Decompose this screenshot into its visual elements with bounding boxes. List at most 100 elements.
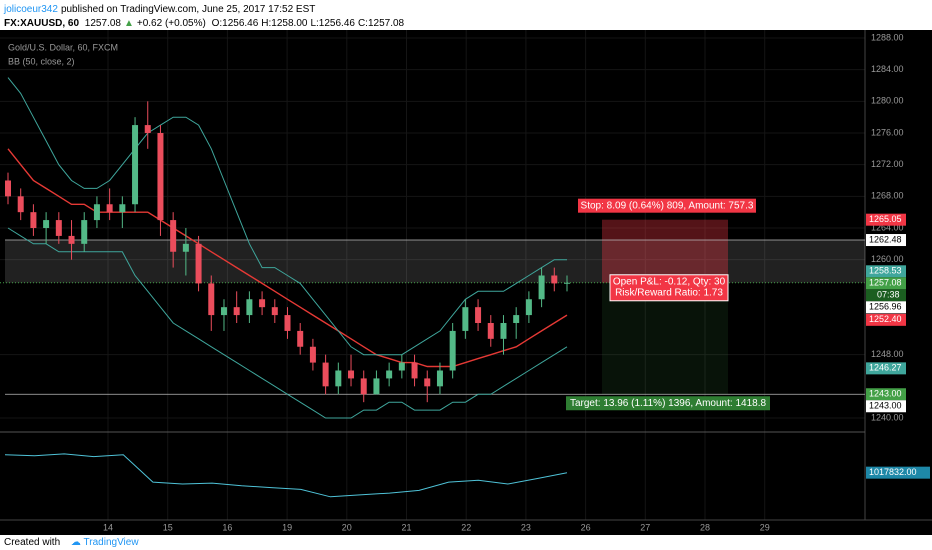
chart: 1240.00 1248.00 1260.00 1264.00 1268.00 1272.… xyxy=(0,30,932,535)
candle-body xyxy=(220,307,227,316)
y-tick-label: 1240.00 xyxy=(871,412,904,422)
stop-label-bg xyxy=(578,198,756,213)
y-tick-label: 1272.00 xyxy=(871,159,904,169)
candle-body xyxy=(170,220,177,252)
ratio-label: Risk/Reward Ratio: 1.73 xyxy=(615,287,723,298)
candle-body xyxy=(386,370,393,379)
price-label-bg xyxy=(866,213,906,226)
x-tick-label: 23 xyxy=(521,522,531,532)
x-tick-label: 21 xyxy=(401,522,411,532)
candle-body xyxy=(119,204,126,213)
candle-body xyxy=(322,362,329,387)
candle-body xyxy=(246,299,253,316)
header-line: jolicoeur342 published on TradingView.com… xyxy=(4,4,318,15)
candle-body xyxy=(144,125,151,133)
price-label-bg xyxy=(866,277,906,290)
target-zone xyxy=(602,282,728,395)
price-label: 1265.05 xyxy=(869,214,902,224)
change: +0.62 (+0.05%) xyxy=(136,18,206,29)
price-label: 1246.27 xyxy=(869,363,902,373)
footer: Created with ☁ TradingView xyxy=(4,535,139,550)
candle-body xyxy=(68,235,75,244)
candle-body xyxy=(195,243,202,284)
candle-body xyxy=(475,307,482,323)
low: L:1256.46 xyxy=(310,18,355,29)
price-label: 1252.40 xyxy=(869,314,902,324)
x-tick-label: 22 xyxy=(461,522,471,532)
indicator-label-bg xyxy=(866,466,930,479)
candle-body xyxy=(284,315,291,331)
indicator-title: BB (50, close, 2) xyxy=(8,56,75,66)
created: Created with xyxy=(4,537,61,548)
x-tick-label: 15 xyxy=(163,522,173,532)
pnl-bg xyxy=(609,274,729,302)
band-line xyxy=(7,77,567,356)
price-label: 1258.53 xyxy=(869,266,902,276)
candle-body xyxy=(182,243,189,252)
price-label-bg xyxy=(866,234,906,247)
y-tick-label: 1288.00 xyxy=(871,32,904,42)
brand-text[interactable]: TradingView xyxy=(83,537,139,548)
candle-body xyxy=(564,282,570,284)
candle-body xyxy=(309,346,316,363)
price-label: 1243.00 xyxy=(869,401,902,411)
candle-body xyxy=(259,299,266,308)
brand[interactable]: ☁ TradingView xyxy=(70,537,139,548)
price-label-bg xyxy=(866,265,906,278)
candle-body xyxy=(93,204,100,221)
candle-body xyxy=(208,283,215,316)
price-label-bg xyxy=(866,400,906,413)
candle-body xyxy=(411,362,418,379)
band-line xyxy=(7,148,568,368)
y-tick-label: 1260.00 xyxy=(871,254,904,264)
candle-body xyxy=(525,299,532,316)
stop-zone xyxy=(602,219,728,283)
price-label-bg xyxy=(866,388,906,401)
x-tick-label: 29 xyxy=(760,522,770,532)
published: published on TradingView.com, June 25, 2… xyxy=(60,4,316,15)
candle-body xyxy=(132,125,139,205)
y-tick-label: 1284.00 xyxy=(871,64,904,74)
candle-body xyxy=(30,212,37,228)
x-tick-label: 14 xyxy=(103,522,113,532)
price-label: 1256.96 xyxy=(869,302,902,312)
candle-body xyxy=(436,370,443,387)
candle-body xyxy=(462,307,469,331)
candle-body xyxy=(500,323,507,339)
symbol: FX:XAUUSD, 60 xyxy=(4,18,80,29)
up-arrow: ▲ xyxy=(123,18,134,29)
price-label: 1257.08 xyxy=(869,278,902,288)
candle-body xyxy=(106,204,113,213)
x-tick-label: 19 xyxy=(282,522,292,532)
x-tick-label: 16 xyxy=(222,522,232,532)
x-tick-label: 27 xyxy=(640,522,650,532)
y-tick-label: 1248.00 xyxy=(871,349,904,359)
candle-body xyxy=(297,330,304,347)
x-tick-label: 20 xyxy=(342,522,352,532)
author[interactable]: jolicoeur342 xyxy=(4,4,58,15)
candle-body xyxy=(5,180,11,197)
open: O:1256.46 xyxy=(211,18,259,29)
candle-body xyxy=(271,307,278,316)
candle-body xyxy=(487,323,494,339)
price-label: 1243.00 xyxy=(869,389,902,399)
candle-body xyxy=(17,196,24,213)
high: H:1258.00 xyxy=(261,18,308,29)
indicator-label: 1017832.00 xyxy=(869,467,917,477)
candle-body xyxy=(424,378,431,387)
y-tick-label: 1276.00 xyxy=(871,127,904,137)
x-tick-label: 26 xyxy=(581,522,591,532)
price-label-bg xyxy=(866,313,906,326)
candle-body xyxy=(43,220,50,228)
price-label-bg xyxy=(866,362,906,375)
indicator-line xyxy=(4,453,568,498)
price-label: 1262.48 xyxy=(869,234,902,244)
candle-body xyxy=(233,307,240,316)
target-label: Target: 13.96 (1.11%) 1396, Amount: 1418… xyxy=(570,398,766,409)
candle-body xyxy=(538,275,545,300)
stop-label: Stop: 8.09 (0.64%) 809, Amount: 757.3 xyxy=(581,200,754,211)
candle-body xyxy=(398,362,405,371)
y-tick-label: 1280.00 xyxy=(871,96,904,106)
candle-body xyxy=(55,220,62,236)
